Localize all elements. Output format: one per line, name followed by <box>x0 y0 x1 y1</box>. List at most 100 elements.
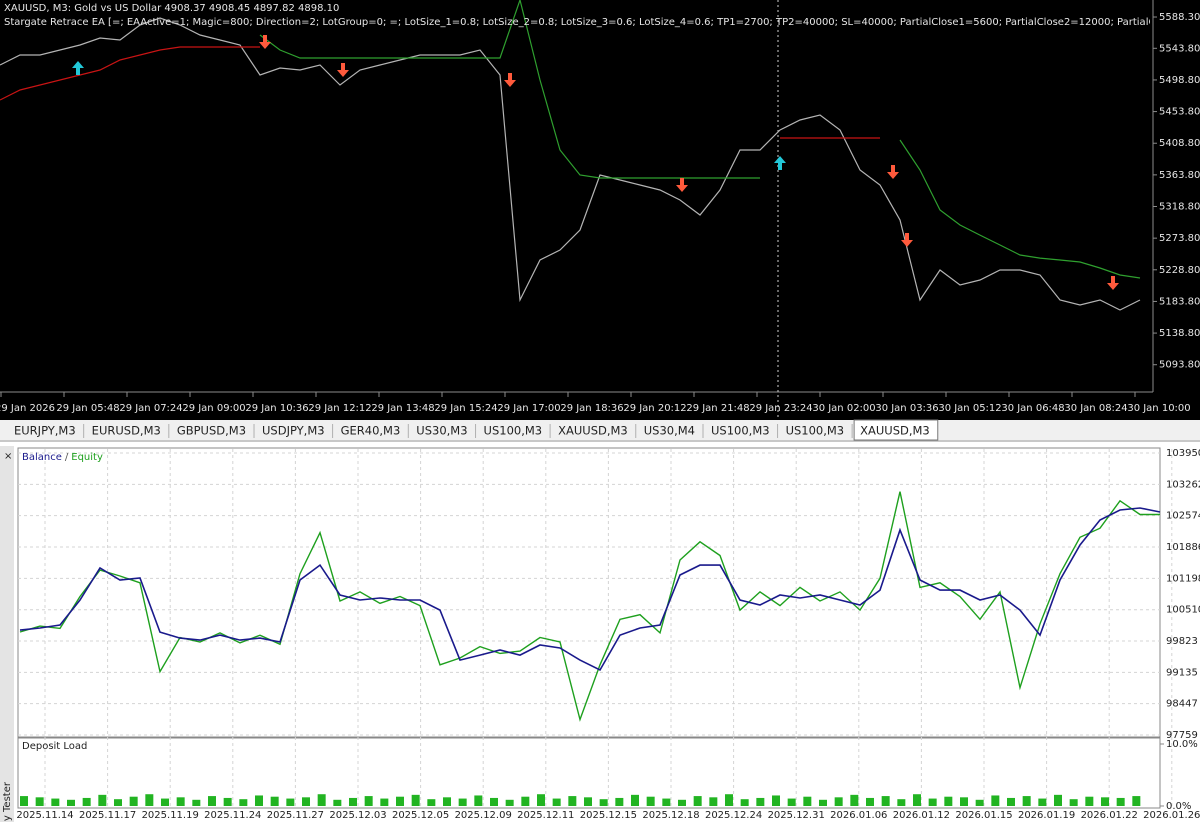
y-tick-label: 102574 <box>1166 511 1200 522</box>
x-tick-label: 29 Jan 20:12 <box>623 403 686 414</box>
tab-label[interactable]: US100,M3 <box>484 424 543 438</box>
y-tick-label: 5183.80 <box>1159 296 1200 307</box>
tab-box[interactable] <box>8 422 84 440</box>
y-tick-label: 103262 <box>1166 479 1200 490</box>
bar <box>51 798 60 806</box>
x-tick-label: 30 Jan 05:12 <box>938 403 1001 414</box>
bar <box>725 794 733 806</box>
balance-plot: 2025.11.14 2025.11.17 2025.11.19 2025.11.24… <box>16 448 1200 821</box>
tab-label[interactable]: GER40,M3 <box>341 424 401 438</box>
tab[interactable]: XAUUSD,M3 <box>853 419 939 441</box>
x-tick-label: 2025.12.03 <box>329 810 386 821</box>
tab-box[interactable] <box>334 422 409 440</box>
bar <box>505 799 514 806</box>
y-tick-label: 10.0% <box>1166 739 1198 750</box>
tab[interactable]: US100,M3 <box>477 422 551 440</box>
tab[interactable]: US30,M3 <box>410 422 477 440</box>
close-button[interactable]: × <box>4 451 12 462</box>
y-tick-label: 5273.80 <box>1159 233 1200 244</box>
x-tick-label: 2026.01.12 <box>893 810 950 821</box>
x-tick-label: 2025.12.18 <box>642 810 699 821</box>
x-tick-label: 30 Jan 03:36 <box>875 403 938 414</box>
y-tick-label: 5453.80 <box>1159 107 1200 118</box>
tab-label[interactable]: US30,M4 <box>644 424 695 438</box>
x-tick-label: 30 Jan 08:24 <box>1064 403 1127 414</box>
bar <box>145 794 154 806</box>
tab[interactable]: EURUSD,M3 <box>85 422 170 440</box>
tab-box[interactable] <box>552 422 636 440</box>
tab-box[interactable] <box>477 422 551 440</box>
bar <box>709 797 718 806</box>
tab[interactable]: US30,M4 <box>637 422 704 440</box>
side-title-wrap: Strategy Tester <box>2 781 13 822</box>
legend-equity: Equity <box>71 452 103 463</box>
tab[interactable]: GBPUSD,M3 <box>170 422 255 440</box>
tab[interactable]: US100,M3 <box>705 422 779 440</box>
bar <box>161 798 169 806</box>
legend-balance: Balance <box>22 452 62 463</box>
x-tick-label: 2026.01.06 <box>830 810 887 821</box>
tab[interactable]: GER40,M3 <box>334 422 409 440</box>
series-line <box>19 507 1161 672</box>
bar <box>302 797 310 806</box>
bar <box>897 799 906 806</box>
tab-label[interactable]: US100,M3 <box>711 424 770 438</box>
tab[interactable]: EURJPY,M3 <box>8 422 85 440</box>
x-tick-label: 29 Jan 05:48 <box>56 403 119 414</box>
bar <box>850 794 859 806</box>
tab-box[interactable] <box>779 422 853 440</box>
bar <box>1069 799 1078 806</box>
bar <box>270 796 279 806</box>
x-tick-label: 2025.11.17 <box>79 810 136 821</box>
bar <box>474 795 483 806</box>
tab-box[interactable] <box>637 422 703 440</box>
bar <box>364 796 373 806</box>
y-tick-label: 99135 <box>1166 667 1198 678</box>
tab-label[interactable]: XAUUSD,M3 <box>558 424 628 438</box>
tab-label[interactable]: GBPUSD,M3 <box>177 424 246 438</box>
tab[interactable]: XAUUSD,M3 <box>552 422 637 440</box>
sell-arrow <box>901 232 913 247</box>
x-tick-label: 29 Jan 07:24 <box>119 403 182 414</box>
bar <box>1132 796 1141 806</box>
x-tick-label: 2025.11.14 <box>16 810 73 821</box>
tab-label[interactable]: EURJPY,M3 <box>14 424 76 438</box>
tab-label[interactable]: EURUSD,M3 <box>92 424 161 438</box>
tab-box[interactable] <box>256 422 333 440</box>
x-tick-label: 2025.11.24 <box>204 810 261 821</box>
x-tick-label: 2025.12.31 <box>768 810 825 821</box>
tab-box[interactable] <box>853 419 939 441</box>
symbol-line: XAUUSD, M3: Gold vs US Dollar 4908.37 49… <box>4 3 339 14</box>
tab-label[interactable]: USDJPY,M3 <box>262 424 325 438</box>
bar <box>819 799 827 806</box>
x-tick-label: 2025.12.09 <box>455 810 512 821</box>
tab-box[interactable] <box>705 422 778 440</box>
bar <box>255 795 263 806</box>
tab-box[interactable] <box>170 422 255 440</box>
buy-arrow <box>72 60 84 75</box>
bar <box>208 796 216 806</box>
x-tick-label: 29 Jan 21:48 <box>686 403 749 414</box>
tab-label[interactable]: US30,M3 <box>416 424 467 438</box>
x-tick-label: 29 Jan 18:36 <box>560 403 623 414</box>
tab-label[interactable]: XAUUSD,M3 <box>860 424 930 438</box>
bar <box>223 797 232 806</box>
tab-box[interactable] <box>85 422 169 440</box>
bar <box>317 794 326 806</box>
y-tick-label: 98447 <box>1166 699 1198 710</box>
tab-box[interactable] <box>410 422 476 440</box>
x-tick-label: 2025.11.27 <box>267 810 324 821</box>
series-line <box>19 491 1160 722</box>
bar <box>678 799 686 806</box>
bar <box>960 797 968 806</box>
sell-arrow <box>676 177 688 192</box>
series-line <box>0 17 1141 311</box>
x-tick-label: 2025.12.24 <box>705 810 762 821</box>
bar <box>458 798 467 806</box>
tab[interactable]: USDJPY,M3 <box>256 422 334 440</box>
bar <box>693 796 702 806</box>
sell-arrow <box>259 35 271 50</box>
tab-label[interactable]: US100,M3 <box>786 424 845 438</box>
tab[interactable]: US100,M3 <box>779 422 853 440</box>
bar <box>1007 797 1015 806</box>
